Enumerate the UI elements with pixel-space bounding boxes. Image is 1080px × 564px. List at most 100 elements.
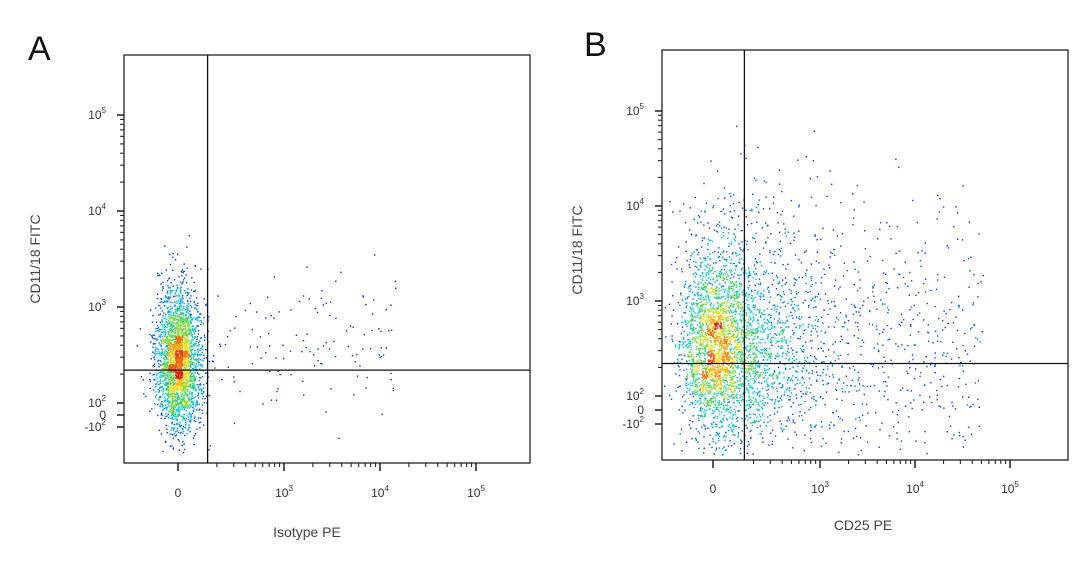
data-point — [187, 353, 189, 355]
data-point — [710, 302, 712, 304]
data-point — [682, 346, 684, 349]
data-point — [766, 318, 768, 321]
data-point — [161, 389, 163, 392]
data-point — [962, 436, 964, 438]
data-point — [766, 371, 769, 374]
data-point — [690, 368, 692, 370]
data-point — [198, 344, 201, 346]
y-tick-label: -102 — [84, 418, 106, 434]
data-point — [746, 427, 748, 429]
data-point — [170, 368, 173, 370]
data-point — [380, 347, 382, 349]
data-point — [752, 300, 754, 303]
data-point — [182, 331, 184, 333]
data-point — [723, 258, 725, 260]
data-point — [775, 311, 778, 313]
data-point — [168, 392, 171, 395]
data-point — [699, 407, 702, 409]
data-point — [766, 381, 768, 384]
data-point — [177, 350, 179, 353]
data-point — [175, 394, 177, 396]
data-point — [172, 428, 175, 430]
data-point — [704, 211, 706, 213]
data-point — [789, 396, 791, 398]
data-point — [158, 330, 160, 333]
data-point — [158, 350, 160, 353]
data-point — [158, 314, 160, 316]
data-point — [164, 396, 166, 398]
data-point — [177, 383, 180, 385]
data-point — [862, 385, 864, 387]
data-point — [194, 290, 196, 292]
data-point — [166, 382, 168, 384]
data-point — [185, 331, 187, 334]
data-point — [784, 305, 787, 308]
data-point — [765, 369, 768, 371]
data-point — [183, 396, 186, 398]
data-point — [812, 160, 814, 162]
data-point — [186, 335, 188, 337]
data-point — [770, 233, 772, 235]
data-point — [691, 384, 694, 387]
data-point — [169, 339, 171, 341]
data-point — [970, 256, 972, 258]
data-point — [926, 453, 928, 455]
data-point — [190, 352, 193, 354]
data-point — [857, 337, 859, 339]
data-point — [153, 379, 155, 381]
data-point — [197, 302, 199, 304]
data-point — [161, 338, 164, 340]
data-point — [176, 308, 178, 310]
data-point — [199, 417, 202, 419]
data-point — [759, 416, 762, 418]
data-point — [178, 402, 180, 404]
data-point — [721, 272, 723, 274]
data-point — [164, 384, 166, 387]
data-point — [758, 395, 761, 397]
data-point — [185, 403, 187, 405]
data-point — [174, 259, 177, 261]
data-point — [804, 400, 806, 403]
data-point — [180, 377, 182, 380]
data-point — [197, 397, 200, 399]
data-point — [707, 277, 709, 279]
data-point — [962, 370, 965, 372]
data-point — [180, 299, 182, 301]
data-point — [761, 387, 764, 389]
data-point — [322, 304, 324, 306]
data-point — [795, 351, 797, 353]
data-point — [160, 333, 163, 336]
data-point — [185, 353, 187, 355]
data-point — [149, 387, 151, 390]
data-point — [224, 343, 227, 346]
data-point — [184, 317, 187, 319]
data-point — [681, 316, 683, 318]
data-point — [906, 370, 908, 373]
data-point — [757, 391, 759, 394]
data-point — [172, 371, 175, 373]
data-point — [785, 340, 788, 342]
data-point — [765, 350, 768, 352]
data-point — [769, 398, 771, 401]
data-point — [927, 340, 930, 342]
data-point — [679, 362, 681, 364]
data-point — [169, 308, 171, 310]
data-point — [753, 337, 755, 340]
data-point — [172, 384, 174, 387]
data-point — [172, 373, 174, 375]
data-point — [186, 405, 189, 407]
data-point — [841, 399, 843, 402]
data-point — [153, 343, 156, 345]
data-point — [961, 309, 964, 311]
data-point — [173, 407, 175, 409]
data-point — [171, 418, 173, 420]
data-point — [187, 379, 189, 382]
data-point — [278, 311, 280, 313]
data-point — [183, 336, 185, 338]
data-point — [268, 345, 271, 347]
data-point — [798, 315, 801, 318]
data-point — [180, 329, 182, 331]
data-point — [804, 412, 806, 414]
data-point — [183, 390, 186, 392]
data-point — [186, 267, 188, 270]
